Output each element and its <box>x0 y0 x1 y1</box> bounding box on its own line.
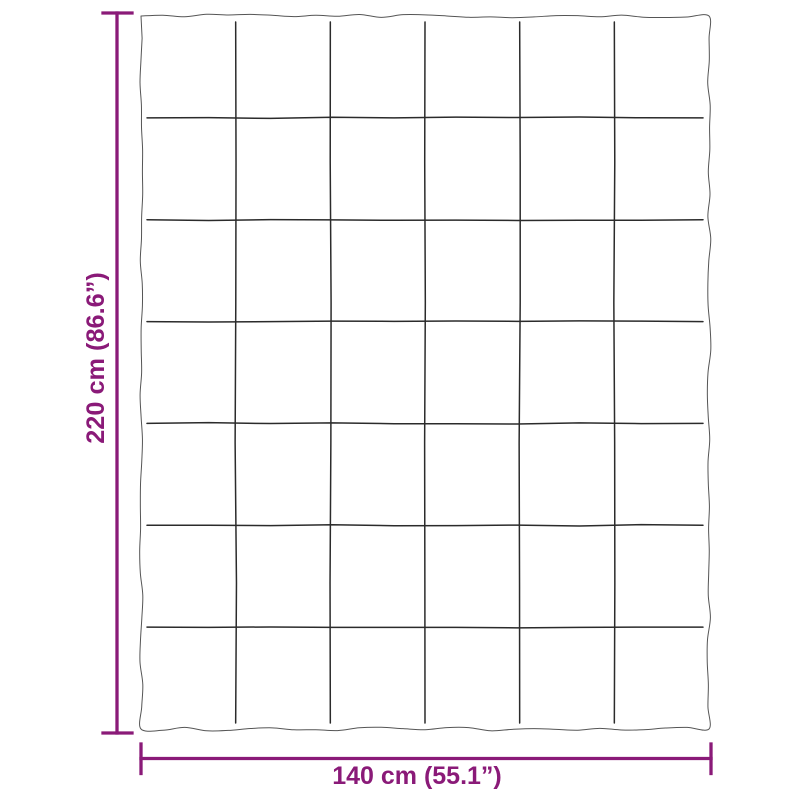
svg-text:220 cm (86.6”): 220 cm (86.6”) <box>82 272 110 444</box>
svg-text:140 cm (55.1”): 140 cm (55.1”) <box>332 762 502 790</box>
